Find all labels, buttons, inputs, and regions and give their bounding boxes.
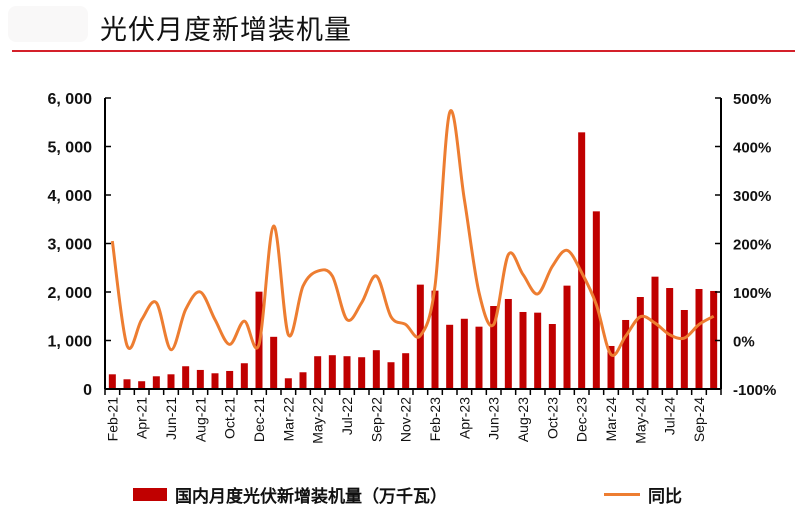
bar-Oct-24: [710, 290, 718, 389]
bar-Sep-22: [372, 350, 380, 389]
bar-Dec-23: [578, 132, 586, 389]
x-tick-label: Feb-21: [104, 397, 120, 442]
y-right-tick-label: 100%: [733, 285, 771, 302]
bar-Feb-22: [270, 336, 278, 389]
x-tick-label: Dec-21: [251, 397, 267, 442]
chart: 0 1, 000 2, 000 3, 000 4, 000 5, 000 6, 000 -10…: [48, 91, 777, 444]
bar-Apr-24: [622, 319, 630, 389]
bar-Jun-21: [167, 374, 175, 389]
x-tick-label: Jun-21: [163, 397, 179, 440]
x-tick-label: Mar-22: [280, 397, 296, 442]
bar-Aug-22: [358, 357, 366, 389]
bar-Feb-24: [592, 211, 600, 389]
y-right-tick-label: 0%: [733, 334, 755, 351]
y-left-tick-label: 1, 000: [48, 334, 93, 351]
line-series: [110, 109, 715, 358]
bar-Oct-22: [387, 362, 395, 389]
legend-bar-label: 国内月度光伏新增装机量（万千瓦）: [175, 487, 447, 507]
x-tick-label: Dec-23: [574, 397, 590, 442]
bar-Sep-23: [534, 312, 542, 389]
y-left-tick-label: 5, 000: [48, 140, 93, 157]
legend-bar-swatch: [133, 488, 167, 501]
bar-Aug-24: [680, 309, 688, 389]
y-left-tick-label: 2, 000: [48, 285, 93, 302]
bar-Nov-23: [563, 285, 571, 389]
bar-Apr-21: [138, 381, 146, 389]
bar-Mar-22: [284, 378, 292, 389]
legend-line-swatch: [604, 493, 640, 496]
y-right-tick-label: 300%: [733, 188, 771, 205]
yoy-line: [110, 109, 715, 358]
bar-Oct-21: [226, 370, 234, 389]
y-left-tick-label: 0: [83, 382, 92, 399]
x-tick-label: Oct-23: [544, 397, 560, 439]
bar-May-23: [475, 326, 483, 389]
bar-Jul-22: [343, 356, 351, 389]
bar-Aug-23: [519, 311, 527, 389]
bar-Sep-21: [211, 373, 219, 389]
bar-Aug-21: [196, 369, 204, 389]
bar-May-22: [314, 356, 322, 389]
legend-item-bar: 国内月度光伏新增装机量（万千瓦）: [133, 482, 447, 507]
x-tick-label: Sep-22: [368, 397, 384, 442]
bar-May-24: [636, 296, 644, 389]
y-left-tick-label: 6, 000: [48, 91, 93, 108]
x-tick-label: Feb-23: [427, 397, 443, 442]
y-right-tick-label: 200%: [733, 237, 771, 254]
bar-Mar-23: [446, 324, 454, 389]
y-right-tick-label: 400%: [733, 140, 771, 157]
bar-Sep-24: [695, 288, 703, 389]
bar-series: [108, 132, 718, 389]
bar-Feb-21: [108, 374, 116, 389]
page-title: 光伏月度新增装机量: [100, 15, 352, 46]
x-tick-label: Jul-22: [339, 397, 355, 435]
bar-Jul-24: [666, 288, 674, 389]
legend-item-line: 同比: [604, 482, 682, 507]
axes: 0 1, 000 2, 000 3, 000 4, 000 5, 000 6, 000 -10…: [48, 91, 777, 444]
x-tick-label: Sep-24: [691, 397, 707, 442]
bar-Jun-24: [651, 276, 659, 389]
x-tick-label: Aug-21: [192, 397, 208, 442]
bar-Nov-21: [240, 363, 248, 389]
bar-Jul-21: [182, 366, 190, 389]
logo-placeholder: [8, 6, 88, 42]
y-left-tick-label: 4, 000: [48, 188, 93, 205]
y-left-tick-label: 3, 000: [48, 237, 93, 254]
x-tick-label: Jun-23: [486, 397, 502, 440]
bar-Apr-23: [460, 318, 468, 389]
legend: 国内月度光伏新增装机量（万千瓦） 同比: [0, 482, 795, 510]
x-tick-label: Oct-21: [222, 397, 238, 439]
x-tick-label: Jul-24: [662, 397, 678, 435]
x-tick-label: Apr-21: [134, 397, 150, 439]
x-tick-label: May-22: [310, 397, 326, 444]
y-right-tick-label: 500%: [733, 91, 771, 108]
y-right-tick-label: -100%: [733, 382, 776, 399]
x-tick-label: Mar-24: [603, 397, 619, 442]
bar-Apr-22: [299, 372, 307, 389]
bar-May-21: [152, 376, 160, 389]
legend-line-label: 同比: [648, 487, 682, 507]
bar-Feb-23: [431, 290, 439, 389]
bar-Oct-23: [548, 324, 556, 389]
bar-Nov-22: [402, 353, 410, 389]
bar-Mar-21: [123, 379, 131, 389]
bar-Mar-24: [607, 345, 615, 389]
bar-Jun-22: [328, 355, 336, 389]
bar-Jul-23: [504, 298, 512, 389]
title-divider: [12, 50, 795, 52]
x-tick-label: Apr-23: [456, 397, 472, 439]
x-tick-label: May-24: [632, 397, 648, 444]
x-tick-label: Aug-23: [515, 397, 531, 442]
bar-Jun-23: [490, 306, 498, 389]
x-tick-label: Nov-22: [398, 397, 414, 442]
